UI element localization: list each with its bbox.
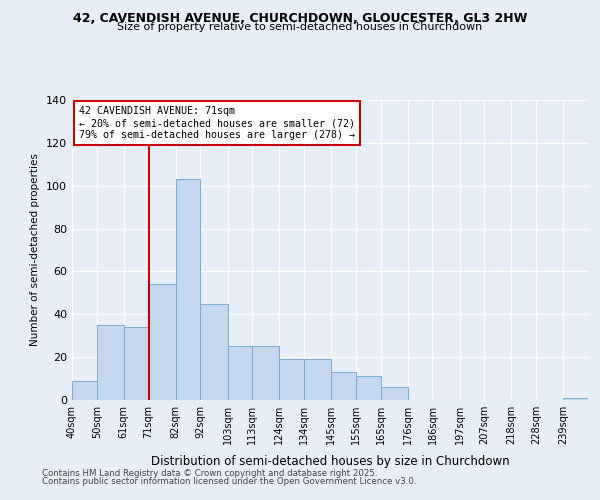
Bar — [280, 360, 304, 400]
Text: Contains public sector information licensed under the Open Government Licence v3: Contains public sector information licen… — [42, 477, 416, 486]
X-axis label: Distribution of semi-detached houses by size in Churchdown: Distribution of semi-detached houses by … — [151, 456, 509, 468]
Bar — [380, 387, 408, 400]
Bar — [72, 380, 97, 400]
Bar — [304, 360, 331, 400]
Bar — [331, 372, 356, 400]
Bar — [97, 325, 124, 400]
Bar — [149, 284, 176, 400]
Bar — [563, 398, 588, 400]
Text: Size of property relative to semi-detached houses in Churchdown: Size of property relative to semi-detach… — [118, 22, 482, 32]
Bar — [227, 346, 252, 400]
Text: 42 CAVENDISH AVENUE: 71sqm
← 20% of semi-detached houses are smaller (72)
79% of: 42 CAVENDISH AVENUE: 71sqm ← 20% of semi… — [79, 106, 355, 140]
Text: 42, CAVENDISH AVENUE, CHURCHDOWN, GLOUCESTER, GL3 2HW: 42, CAVENDISH AVENUE, CHURCHDOWN, GLOUCE… — [73, 12, 527, 26]
Text: Contains HM Land Registry data © Crown copyright and database right 2025.: Contains HM Land Registry data © Crown c… — [42, 468, 377, 477]
Y-axis label: Number of semi-detached properties: Number of semi-detached properties — [31, 154, 40, 346]
Bar — [124, 327, 149, 400]
Bar — [200, 304, 227, 400]
Bar — [252, 346, 280, 400]
Bar — [356, 376, 380, 400]
Bar — [176, 180, 200, 400]
